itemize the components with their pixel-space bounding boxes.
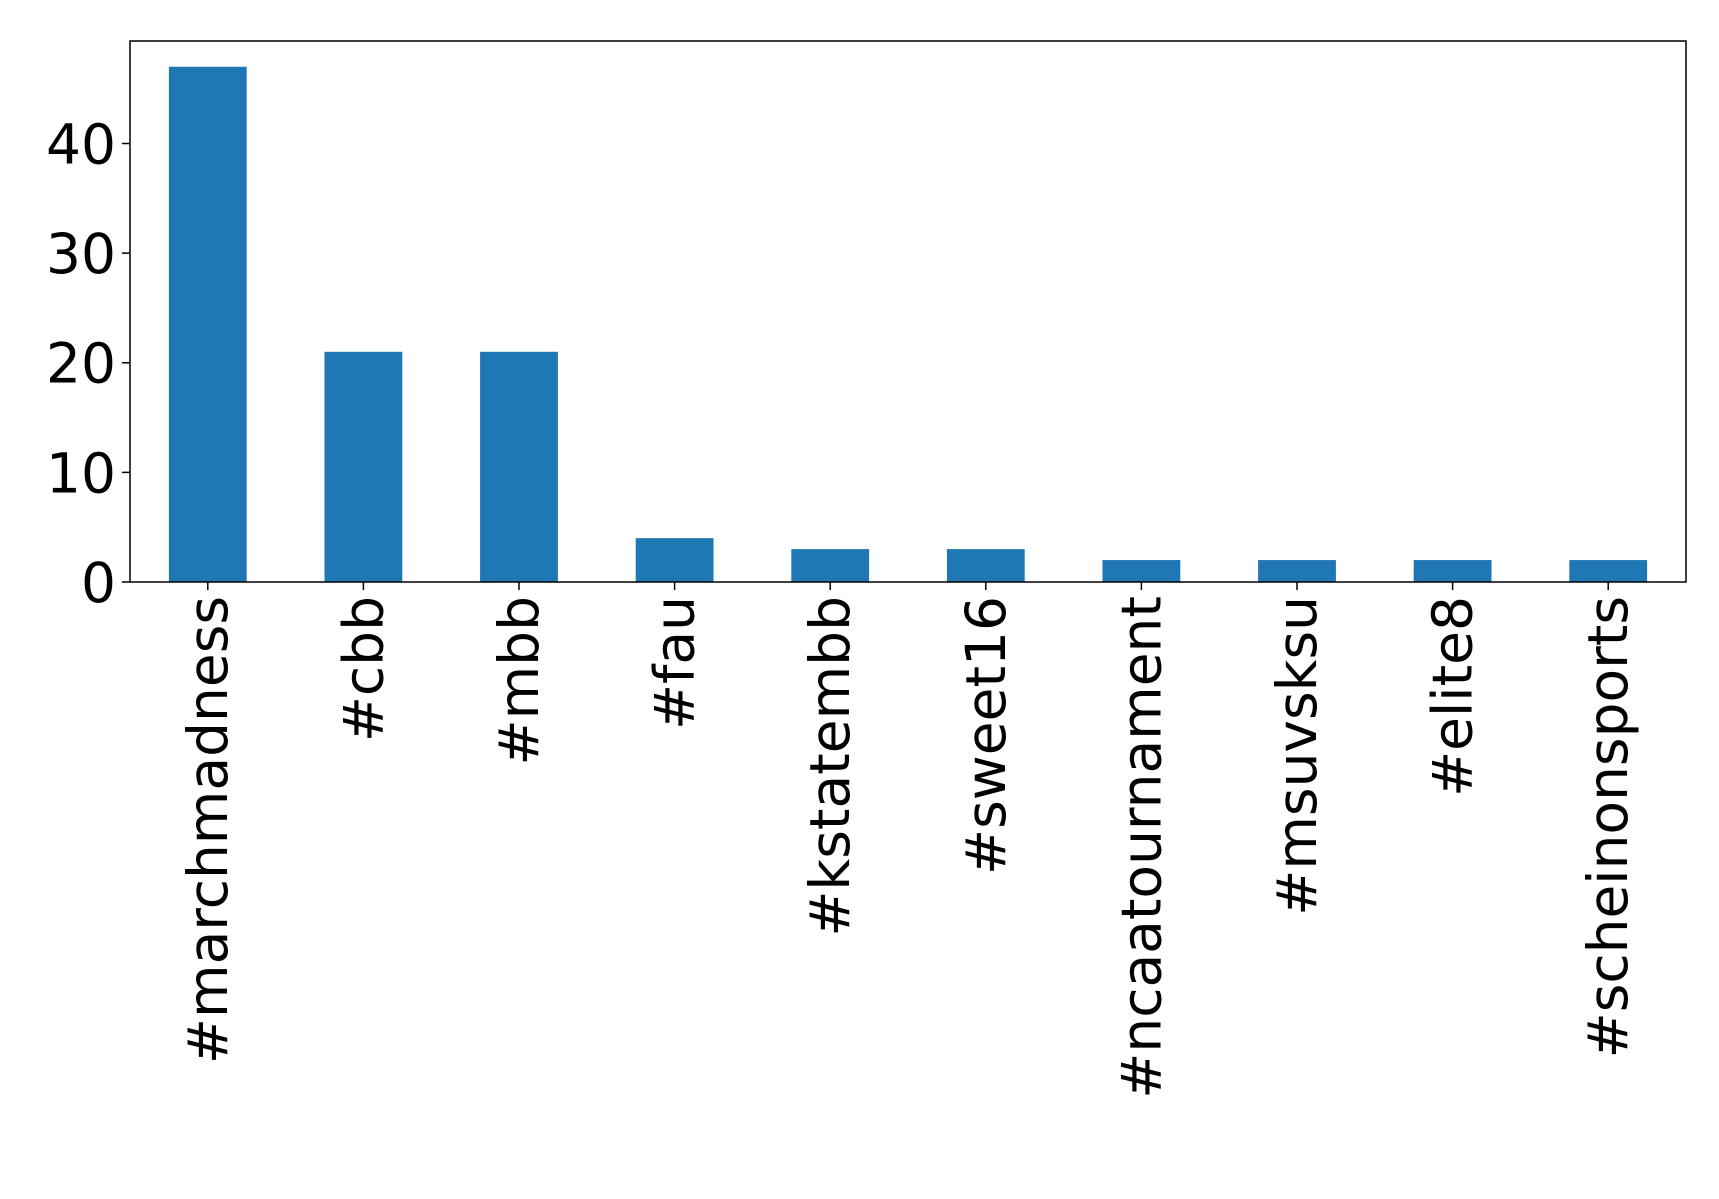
- y-tick-label: 0: [81, 551, 116, 615]
- bar-marchmadness: [168, 66, 247, 582]
- x-tick-label: #ncaatournament: [1109, 596, 1173, 1099]
- bar-msuvsksu: [1258, 560, 1336, 582]
- bar-scheinonsports: [1569, 560, 1648, 582]
- y-axis: 0 10 20 30 40: [46, 112, 130, 615]
- x-tick-label: #elite8: [1421, 596, 1485, 797]
- x-tick-label: #fau: [643, 596, 707, 730]
- y-tick-label: 20: [46, 332, 116, 396]
- bar-elite8: [1413, 560, 1492, 582]
- y-tick-label: 10: [46, 441, 116, 505]
- bar-kstatembb: [791, 549, 870, 582]
- x-tick-label: #cbb: [331, 596, 395, 742]
- bar-sweet16: [946, 549, 1025, 582]
- x-tick-label: #scheinonsports: [1576, 596, 1640, 1058]
- x-tick-label: #mbb: [487, 596, 551, 766]
- bar-ncaatournament: [1102, 560, 1181, 582]
- x-tick-label: #kstatembb: [798, 596, 862, 937]
- bar-mbb: [480, 351, 558, 582]
- y-tick-label: 40: [46, 112, 116, 176]
- bars-group: [168, 66, 1648, 582]
- plot-frame: [129, 40, 1687, 583]
- x-tick-label: #msuvsksu: [1265, 596, 1329, 916]
- bar-cbb: [324, 351, 403, 582]
- y-tick-label: 30: [46, 222, 116, 286]
- x-tick-label: #sweet16: [954, 596, 1018, 875]
- bar-fau: [635, 538, 714, 582]
- x-axis: #marchmadness #cbb #mbb #fau #kstatembb #swee…: [176, 582, 1640, 1099]
- x-tick-label: #marchmadness: [176, 596, 240, 1064]
